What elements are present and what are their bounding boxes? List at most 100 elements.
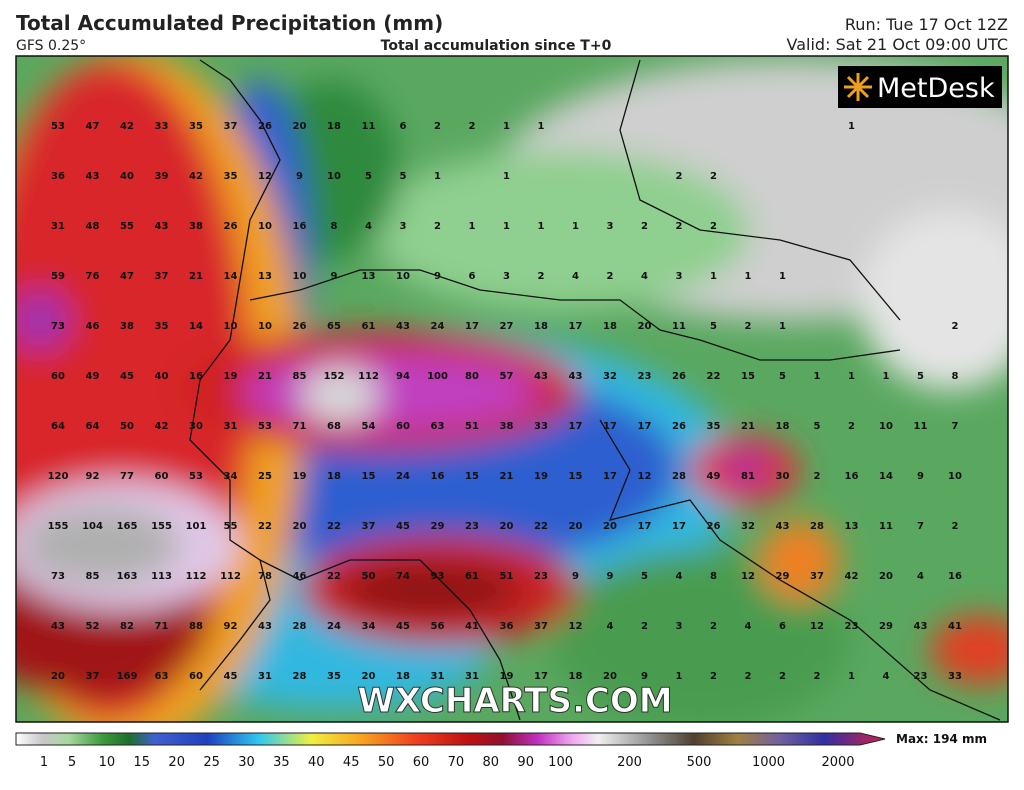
grid-value: 2 — [710, 621, 717, 632]
grid-value: 113 — [151, 571, 172, 582]
grid-value: 16 — [293, 221, 307, 232]
grid-value: 18 — [534, 321, 548, 332]
grid-value: 73 — [51, 571, 65, 582]
grid-value: 26 — [672, 371, 686, 382]
grid-value: 120 — [48, 471, 69, 482]
grid-value: 43 — [258, 621, 272, 632]
grid-value: 10 — [224, 321, 238, 332]
grid-value: 48 — [86, 221, 100, 232]
grid-value: 61 — [362, 321, 376, 332]
grid-value: 40 — [155, 371, 169, 382]
grid-value: 1 — [745, 271, 752, 282]
grid-value: 53 — [258, 421, 272, 432]
grid-value: 47 — [86, 121, 100, 132]
colorbar-label: 80 — [483, 755, 500, 770]
grid-value: 169 — [117, 671, 138, 682]
grid-value: 1 — [848, 121, 855, 132]
grid-value: 15 — [741, 371, 755, 382]
grid-value: 56 — [431, 621, 445, 632]
grid-value: 23 — [534, 571, 548, 582]
grid-value: 74 — [396, 571, 410, 582]
grid-value: 59 — [51, 271, 65, 282]
grid-value: 1 — [503, 121, 510, 132]
grid-value: 10 — [258, 221, 272, 232]
grid-value: 5 — [641, 571, 648, 582]
grid-value: 19 — [500, 671, 514, 682]
grid-value: 22 — [327, 571, 341, 582]
grid-value: 1 — [676, 671, 683, 682]
grid-value: 10 — [948, 471, 962, 482]
grid-value: 92 — [224, 621, 238, 632]
grid-value: 85 — [86, 571, 100, 582]
grid-value: 2 — [469, 121, 476, 132]
grid-value: 29 — [776, 571, 790, 582]
grid-value: 15 — [569, 471, 583, 482]
grid-value: 2 — [814, 471, 821, 482]
grid-value: 31 — [51, 221, 65, 232]
grid-value: 1 — [572, 221, 579, 232]
grid-value: 11 — [879, 521, 893, 532]
grid-value: 55 — [120, 221, 134, 232]
grid-value: 29 — [879, 621, 893, 632]
grid-value: 37 — [224, 121, 238, 132]
grid-value: 80 — [465, 371, 479, 382]
colorbar-label: 45 — [343, 755, 360, 770]
grid-value: 9 — [572, 571, 579, 582]
grid-value: 45 — [396, 521, 410, 532]
grid-value: 10 — [327, 171, 341, 182]
grid-value: 1 — [503, 221, 510, 232]
grid-value: 8 — [331, 221, 338, 232]
grid-value: 37 — [362, 521, 376, 532]
max-label: Max: 194 mm — [896, 732, 987, 746]
grid-value: 4 — [572, 271, 579, 282]
grid-value: 32 — [741, 521, 755, 532]
grid-value: 53 — [189, 471, 203, 482]
colorbar-label: 10 — [99, 755, 116, 770]
grid-value: 49 — [86, 371, 100, 382]
grid-value: 38 — [500, 421, 514, 432]
grid-value: 45 — [120, 371, 134, 382]
grid-value: 5 — [710, 321, 717, 332]
grid-value: 33 — [534, 421, 548, 432]
grid-value: 41 — [465, 621, 479, 632]
grid-value: 42 — [120, 121, 134, 132]
grid-value: 2 — [814, 671, 821, 682]
grid-value: 37 — [86, 671, 100, 682]
grid-value: 16 — [845, 471, 859, 482]
logo: MetDesk — [838, 66, 1002, 108]
grid-value: 23 — [638, 371, 652, 382]
grid-value: 3 — [676, 271, 683, 282]
grid-value: 6 — [469, 271, 476, 282]
grid-value: 2 — [607, 271, 614, 282]
grid-value: 7 — [917, 521, 924, 532]
grid-value: 63 — [155, 671, 169, 682]
grid-value: 9 — [331, 271, 338, 282]
grid-value: 10 — [879, 421, 893, 432]
valid-time: Valid: Sat 21 Oct 09:00 UTC — [787, 35, 1008, 54]
grid-value: 112 — [358, 371, 379, 382]
grid-value: 4 — [365, 221, 372, 232]
grid-value: 57 — [500, 371, 514, 382]
grid-value: 10 — [293, 271, 307, 282]
grid-value: 20 — [293, 121, 307, 132]
grid-value: 63 — [431, 421, 445, 432]
grid-value: 37 — [155, 271, 169, 282]
grid-value: 2 — [676, 221, 683, 232]
grid-value: 55 — [224, 521, 238, 532]
grid-value: 26 — [672, 421, 686, 432]
grid-value: 4 — [883, 671, 890, 682]
grid-value: 85 — [293, 371, 307, 382]
grid-value: 28 — [293, 621, 307, 632]
grid-value: 2 — [745, 321, 752, 332]
grid-value: 20 — [879, 571, 893, 582]
colorbar-label: 25 — [203, 755, 220, 770]
grid-value: 20 — [500, 521, 514, 532]
grid-value: 6 — [400, 121, 407, 132]
grid-value: 1 — [779, 271, 786, 282]
grid-value: 10 — [258, 321, 272, 332]
grid-value: 30 — [189, 421, 203, 432]
grid-value: 13 — [258, 271, 272, 282]
grid-value: 17 — [569, 321, 583, 332]
grid-value: 20 — [638, 321, 652, 332]
grid-value: 43 — [569, 371, 583, 382]
